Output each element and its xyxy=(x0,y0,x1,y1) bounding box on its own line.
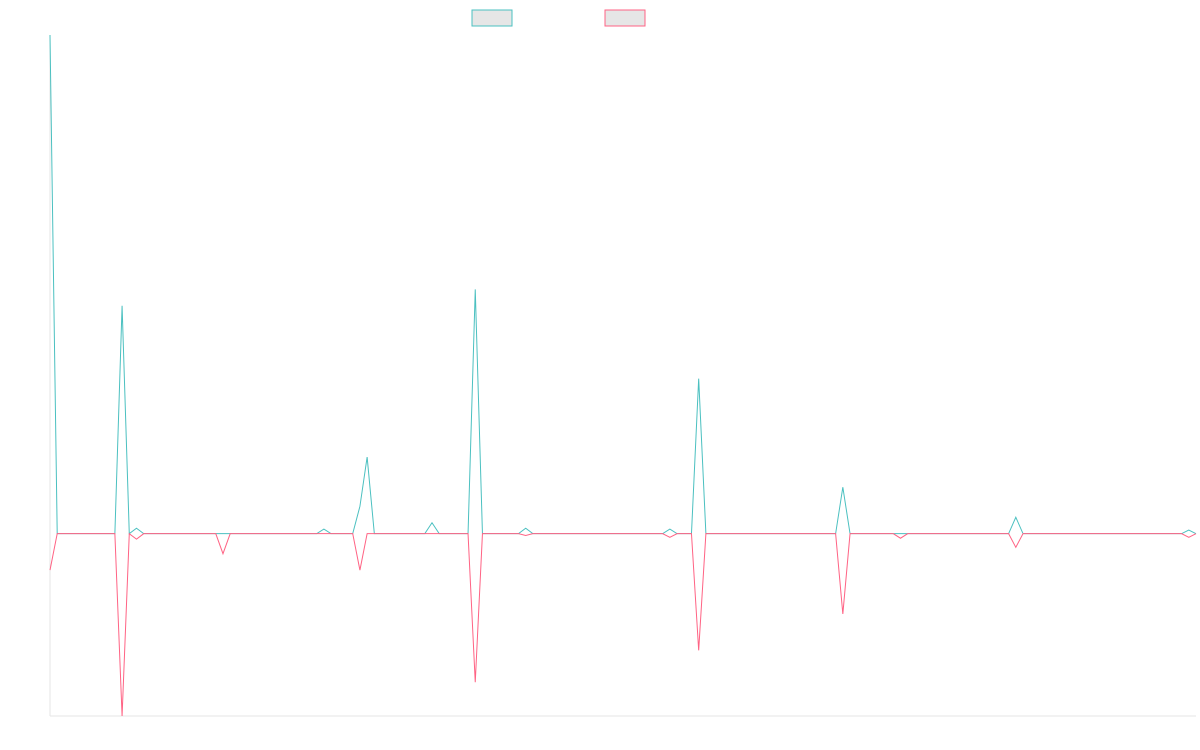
series-layer xyxy=(49,34,1197,717)
legend-swatch-series-2[interactable] xyxy=(604,9,646,27)
series-line-2 xyxy=(49,532,1197,717)
legend xyxy=(471,9,646,27)
series-line-1 xyxy=(49,34,1197,535)
legend-swatch-series-1[interactable] xyxy=(471,9,513,27)
axes xyxy=(49,35,1196,717)
